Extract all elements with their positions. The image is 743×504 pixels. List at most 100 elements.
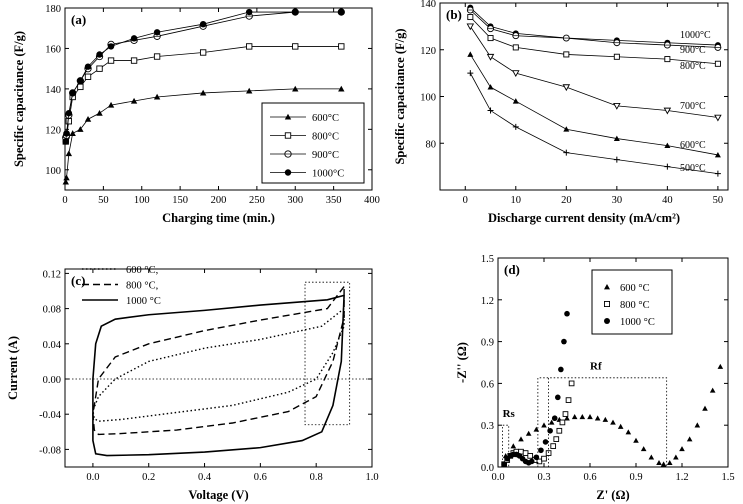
legend-label: 1000 °C bbox=[126, 296, 161, 307]
x-tick-label: 100 bbox=[134, 195, 150, 206]
data-point bbox=[292, 85, 299, 92]
x-tick-label: 50 bbox=[98, 195, 109, 206]
data-point bbox=[714, 114, 722, 122]
data-point bbox=[107, 43, 115, 50]
panel-label: (b) bbox=[446, 7, 462, 22]
x-tick-label: 30 bbox=[612, 195, 623, 206]
y-tick-label: -0.04 bbox=[39, 410, 62, 421]
x-tick-label: 20 bbox=[561, 195, 572, 206]
legend-label: 900°C bbox=[312, 150, 339, 161]
data-point bbox=[660, 461, 667, 467]
y-tick-label: 100 bbox=[420, 93, 436, 104]
data-point bbox=[613, 156, 620, 163]
data-point bbox=[246, 87, 253, 94]
data-point bbox=[558, 366, 564, 373]
legend-marker bbox=[284, 169, 292, 176]
data-point bbox=[610, 419, 616, 425]
series-circle-open: 900°C bbox=[466, 6, 722, 56]
x-tick-label: 150 bbox=[172, 195, 188, 206]
data-point bbox=[613, 135, 620, 141]
x-tick-label: 0.6 bbox=[583, 472, 596, 483]
data-point bbox=[555, 394, 561, 401]
y-tick-label: 0.12 bbox=[43, 269, 61, 280]
legend: 600 °C 800 °C 1000 °C bbox=[591, 269, 673, 335]
legend-label: 1000 °C bbox=[620, 317, 655, 328]
y-tick-label: 1.5 bbox=[481, 254, 494, 265]
x-tick-label: 0.6 bbox=[254, 472, 267, 483]
y-tick-label: 120 bbox=[45, 125, 61, 136]
data-point bbox=[153, 53, 161, 60]
data-point bbox=[96, 109, 103, 116]
data-point bbox=[84, 73, 92, 80]
data-point bbox=[559, 419, 566, 426]
series-line bbox=[92, 294, 345, 457]
data-point bbox=[501, 461, 507, 468]
x-tick-label: 350 bbox=[326, 195, 342, 206]
data-point bbox=[633, 437, 639, 443]
data-point bbox=[602, 416, 609, 422]
data-point bbox=[617, 423, 624, 429]
legend-label: 1000°C bbox=[312, 169, 344, 180]
series-triangle bbox=[502, 363, 724, 467]
data-point bbox=[613, 102, 621, 110]
data-point bbox=[666, 460, 673, 466]
y-axis-label: Specific capacitance (F/g) bbox=[12, 31, 26, 167]
data-point bbox=[153, 93, 161, 100]
y-tick-label: 0.9 bbox=[481, 338, 494, 349]
data-point bbox=[563, 51, 570, 58]
x-tick-label: 1.5 bbox=[721, 472, 734, 483]
data-point bbox=[199, 49, 207, 56]
data-point bbox=[77, 126, 84, 132]
data-point bbox=[153, 29, 161, 36]
data-point bbox=[562, 84, 571, 92]
series-label: 500°C bbox=[680, 163, 706, 174]
data-point bbox=[467, 70, 474, 77]
series-solid bbox=[92, 294, 345, 457]
y-tick-label: 140 bbox=[45, 85, 61, 96]
data-point bbox=[625, 429, 632, 435]
rf-label: Rf bbox=[590, 360, 602, 372]
x-tick-label: 300 bbox=[287, 195, 303, 206]
y-tick-label: 0.04 bbox=[43, 340, 62, 351]
data-point bbox=[199, 20, 207, 28]
data-point bbox=[587, 414, 593, 420]
series-label: 600°C bbox=[680, 140, 706, 151]
data-point bbox=[656, 460, 662, 466]
data-point bbox=[714, 60, 721, 67]
data-point bbox=[338, 85, 345, 92]
data-point bbox=[338, 43, 345, 50]
data-point bbox=[487, 35, 494, 42]
x-tick-label: 50 bbox=[713, 195, 724, 206]
data-point bbox=[563, 126, 570, 132]
y-axis-label: -Z'' (Ω) bbox=[455, 342, 469, 383]
legend-frame bbox=[261, 102, 365, 184]
x-tick-label: 0.4 bbox=[198, 472, 212, 483]
series-triangle: 600°C bbox=[467, 51, 721, 158]
data-point bbox=[550, 443, 557, 449]
data-point bbox=[568, 380, 575, 387]
panel-label: (d) bbox=[504, 262, 520, 277]
legend-label: 600 °C bbox=[620, 283, 650, 294]
data-point bbox=[84, 63, 92, 70]
data-point bbox=[571, 414, 578, 420]
y-tick-label: 0.3 bbox=[481, 421, 494, 432]
legend-label: 800°C bbox=[312, 132, 339, 143]
data-point bbox=[96, 51, 103, 58]
y-tick-label: 180 bbox=[45, 4, 61, 15]
data-point bbox=[512, 98, 519, 104]
x-axis-label: Charging time (min.) bbox=[162, 211, 275, 225]
legend: 600°C 800°C 900°C 1000°C bbox=[261, 102, 365, 184]
legend-label: 600°C bbox=[312, 113, 339, 124]
data-point bbox=[65, 109, 73, 117]
y-tick-label: 120 bbox=[420, 46, 436, 57]
panel-a: 0 50 100 150 200 250 300 350 400 100 120 140 160 180 C… bbox=[12, 4, 380, 225]
data-point bbox=[694, 422, 701, 428]
data-point bbox=[527, 453, 534, 459]
data-point bbox=[292, 43, 299, 50]
series-line bbox=[65, 88, 342, 182]
legend: 600 °C, 800 °C, 1000 °C bbox=[82, 265, 161, 307]
legend-marker bbox=[604, 301, 611, 308]
legend-label: 800 °C bbox=[620, 300, 650, 311]
series-line bbox=[92, 308, 345, 422]
